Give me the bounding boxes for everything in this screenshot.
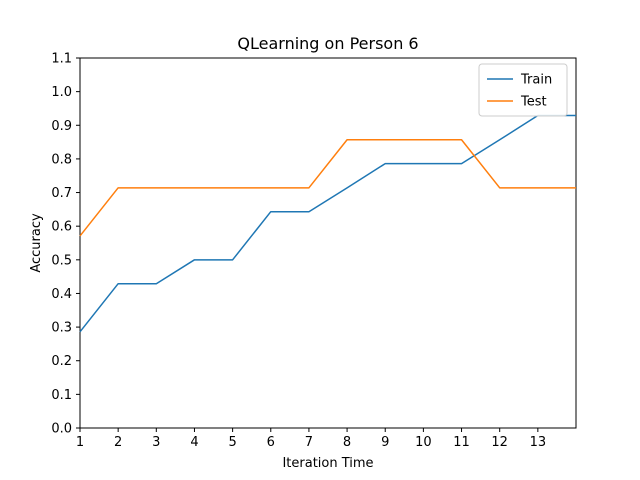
series-line-test xyxy=(79,138,576,237)
x-tick-label: 11 xyxy=(453,435,470,450)
x-tick-label: 12 xyxy=(491,435,508,450)
y-axis-title: Accuracy xyxy=(29,213,44,273)
x-axis: 1 2 3 4 5 6 7 8 9 10 11 12 13 xyxy=(76,428,546,450)
legend-box xyxy=(478,63,568,117)
y-tick-label: 1.1 xyxy=(51,52,72,67)
y-tick-label: 0.3 xyxy=(51,321,72,336)
y-tick-label: 0.7 xyxy=(51,186,72,201)
y-tick-label: 0.5 xyxy=(51,253,72,268)
x-tick-label: 13 xyxy=(530,435,547,450)
x-tick-label: 3 xyxy=(152,435,160,450)
x-tick-label: 8 xyxy=(343,435,351,450)
y-tick-label: 0.1 xyxy=(51,388,72,403)
plot-area xyxy=(79,57,577,429)
y-tick-label: 0.2 xyxy=(51,354,72,369)
legend-label: Test xyxy=(520,95,547,110)
y-tick-label: 0.8 xyxy=(51,152,72,167)
x-tick-label: 7 xyxy=(305,435,313,450)
x-tick-label: 1 xyxy=(76,435,84,450)
y-axis: 0.0 0.1 0.2 0.3 0.4 0.5 0.6 0.7 0.8 0.9 1.0 1.1 xyxy=(51,52,80,437)
x-tick-label: 6 xyxy=(267,435,275,450)
chart-title: QLearning on Person 6 xyxy=(237,34,418,53)
x-tick-label: 9 xyxy=(381,435,389,450)
legend-label: Train xyxy=(520,73,552,88)
series-layer xyxy=(79,114,576,333)
x-tick-label: 5 xyxy=(228,435,236,450)
series-line-train xyxy=(79,114,576,333)
x-tick-label: 2 xyxy=(114,435,122,450)
plot-frame xyxy=(79,57,577,429)
x-tick-label: 4 xyxy=(190,435,198,450)
y-tick-label: 0.0 xyxy=(51,422,72,437)
y-tick-label: 0.4 xyxy=(51,287,72,302)
x-tick-label: 10 xyxy=(415,435,432,450)
legend: Train Test xyxy=(478,63,568,117)
y-tick-label: 1.0 xyxy=(51,85,72,100)
y-tick-label: 0.9 xyxy=(51,119,72,134)
y-tick-label: 0.6 xyxy=(51,220,72,235)
x-axis-title: Iteration Time xyxy=(282,456,373,471)
